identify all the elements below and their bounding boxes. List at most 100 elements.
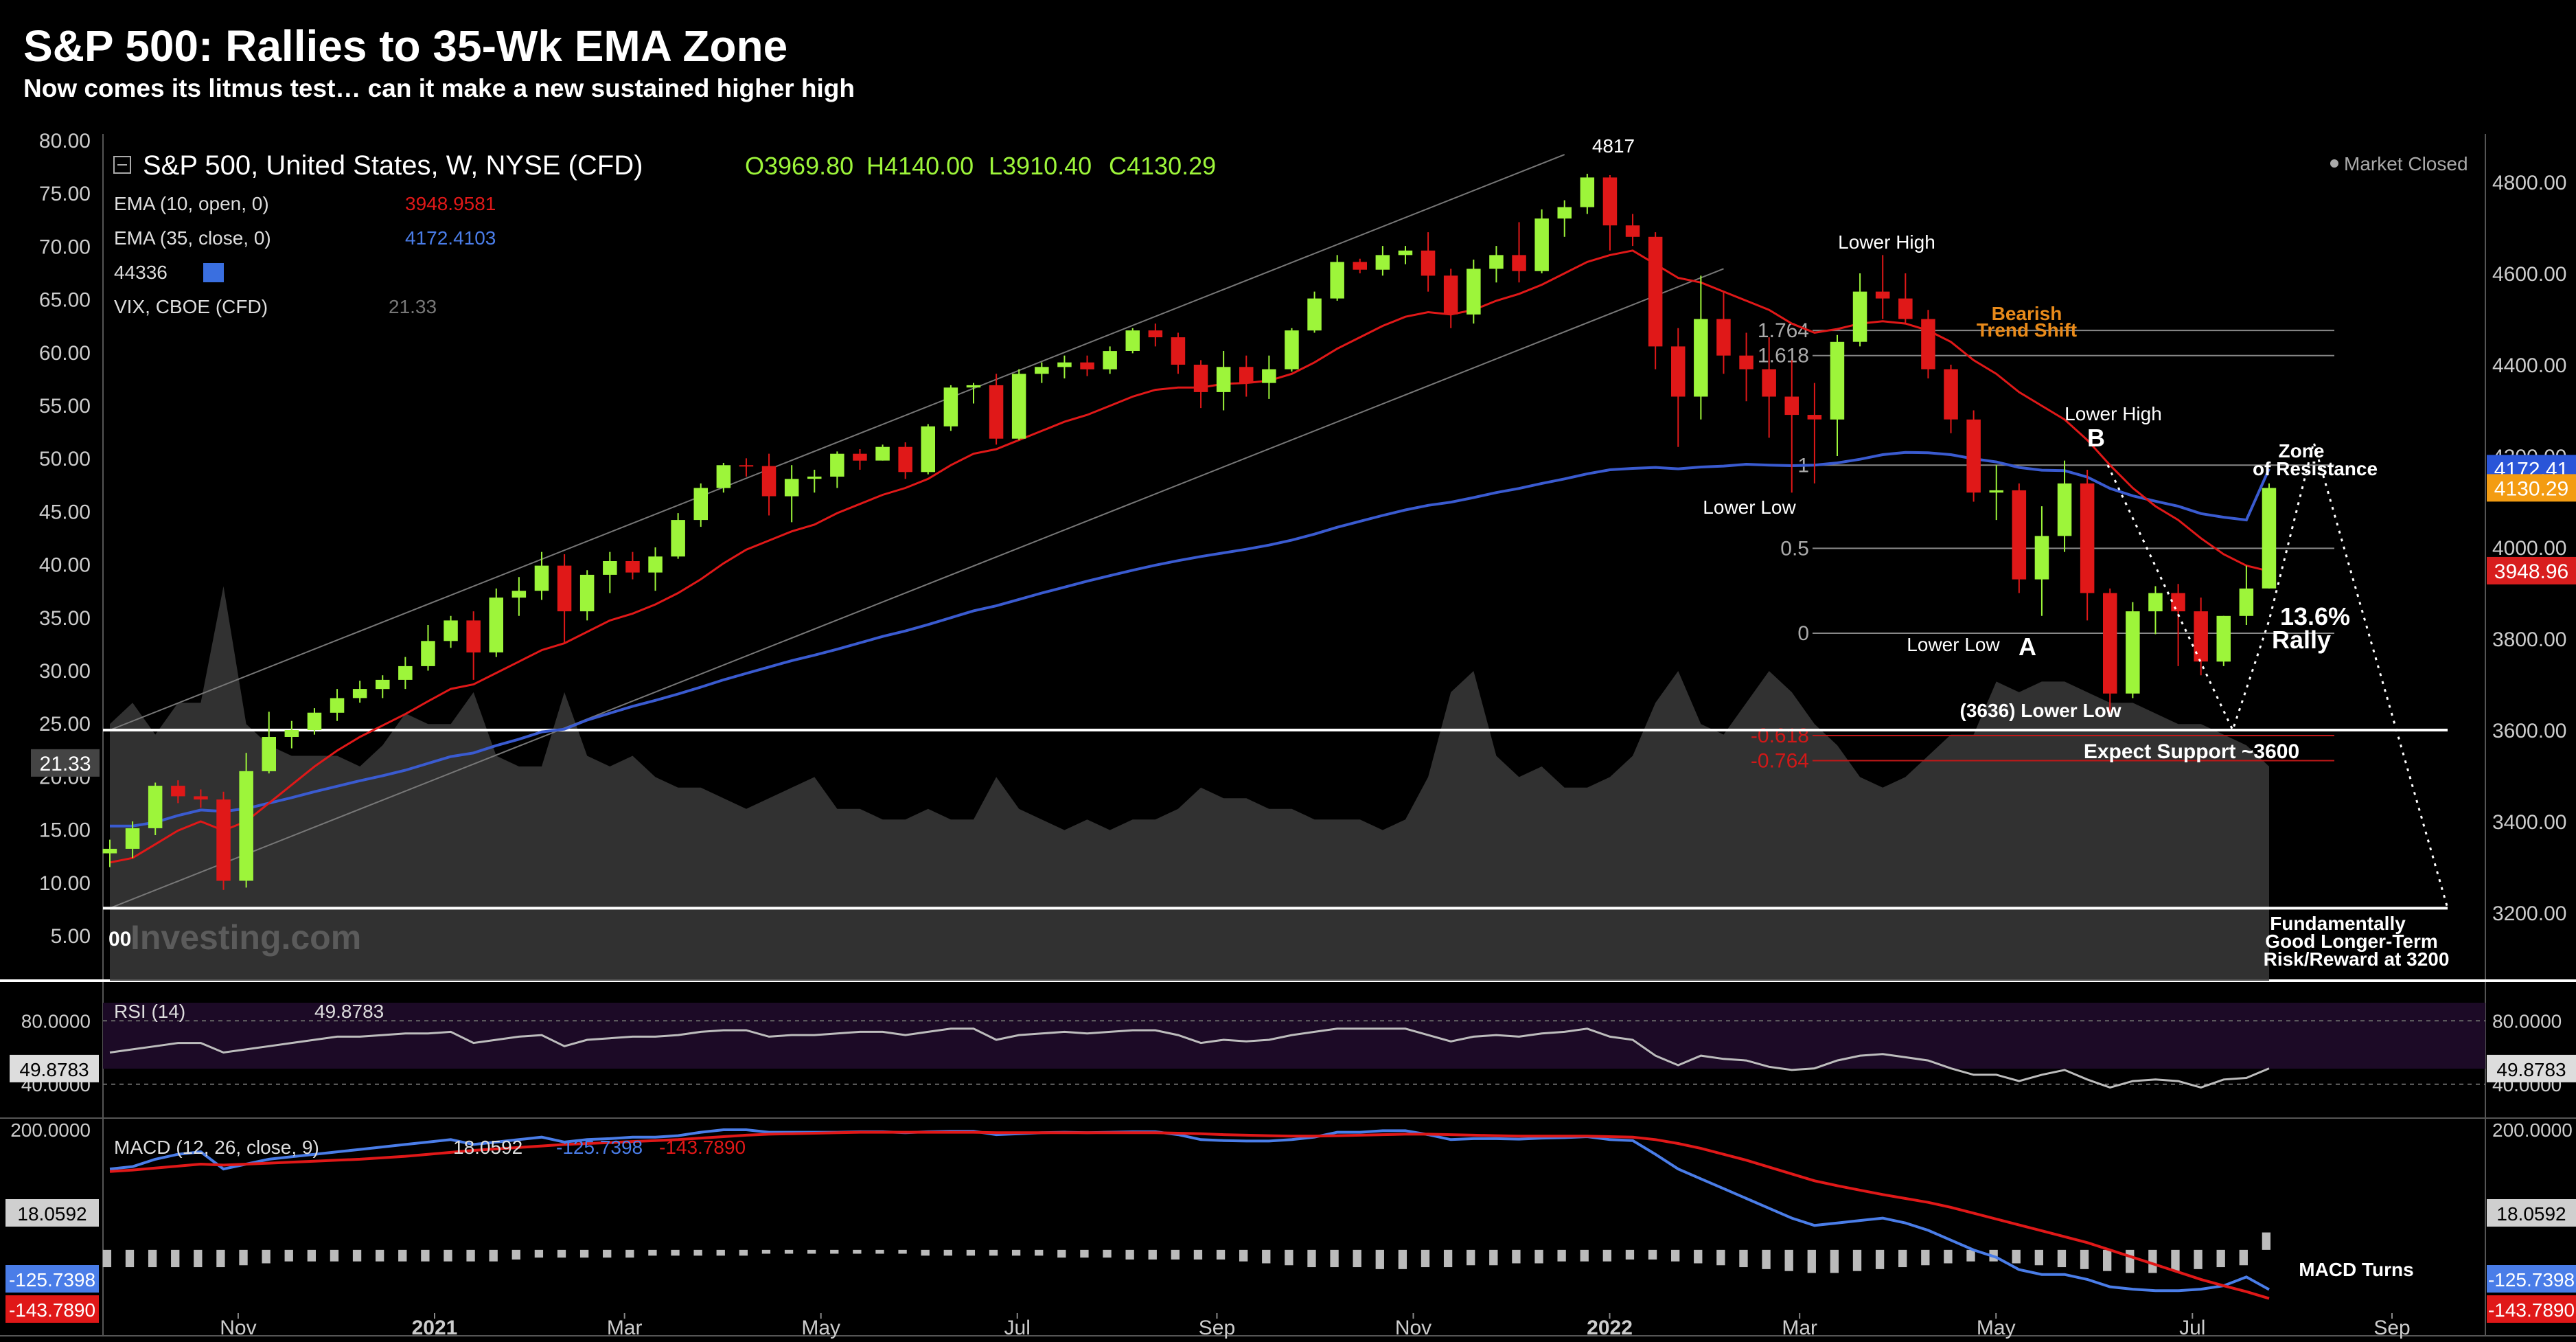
- y-right-tick: 4800.00: [2492, 172, 2566, 194]
- candle-body: [1534, 218, 1549, 271]
- candle-body: [330, 698, 345, 713]
- macd-histogram-bar: [125, 1249, 135, 1268]
- annotation-risk-reward: Risk/Reward at 3200: [2264, 948, 2450, 970]
- ema35-label[interactable]: EMA (35, close, 0): [114, 227, 271, 249]
- macd-histogram-bar: [1921, 1249, 1930, 1266]
- candle-body: [2216, 615, 2231, 662]
- candle-body: [830, 453, 844, 477]
- candle: [1989, 465, 2003, 521]
- candle-body: [489, 598, 503, 652]
- candle: [1807, 383, 1822, 484]
- candle: [1148, 323, 1163, 347]
- candle-body: [1875, 291, 1890, 299]
- vix-label[interactable]: VIX, CBOE (CFD): [114, 296, 268, 317]
- macd-histogram-bar: [489, 1249, 498, 1262]
- macd-histogram-bar: [557, 1249, 566, 1258]
- macd-histogram-bar: [1944, 1249, 1953, 1264]
- candle: [284, 720, 299, 749]
- macd-badge-left: [5, 1199, 99, 1227]
- macd-histogram-bar: [1580, 1249, 1589, 1262]
- macd-histogram-bar: [1875, 1249, 1885, 1269]
- candle-body: [2171, 593, 2185, 612]
- y-right-tick: 3800.00: [2492, 628, 2566, 651]
- macd-histogram-bar: [1467, 1249, 1475, 1266]
- macd-badge-right-label: -143.7890: [2488, 1299, 2575, 1321]
- candle: [2012, 483, 2027, 593]
- candle-body: [284, 730, 299, 737]
- macd-histogram-bar: [1421, 1249, 1430, 1268]
- candle: [2262, 483, 2277, 589]
- rsi-right-tick: 80.0000: [2492, 1010, 2562, 1032]
- candle: [1625, 214, 1640, 247]
- candle: [511, 577, 527, 616]
- annotation-4817: 4817: [1592, 135, 1635, 157]
- candle-body: [1443, 275, 1458, 315]
- ema-layer: [109, 249, 2270, 864]
- macd-badge-right-label: 18.0592: [2496, 1203, 2566, 1225]
- rsi-badge-left-label: 49.8783: [19, 1059, 89, 1080]
- macd-histogram-bar: [943, 1249, 952, 1256]
- y-left-tick: 35.00: [39, 607, 91, 630]
- macd-histogram-bar: [966, 1249, 976, 1256]
- ema10-label[interactable]: EMA (10, open, 0): [114, 193, 269, 214]
- macd-histogram-bar: [2126, 1249, 2135, 1273]
- macd-histogram-bar: [2148, 1249, 2157, 1273]
- macd-histogram-bar: [761, 1249, 771, 1254]
- vix-badge: [31, 749, 100, 777]
- fib-label: 1.764: [1758, 319, 1809, 342]
- macd-histogram-bar: [898, 1249, 907, 1254]
- annotation-good-longer-term: Good Longer-Term: [2265, 931, 2437, 952]
- y-right-tick: 3600.00: [2492, 720, 2566, 742]
- candle: [1944, 365, 1958, 433]
- candle: [262, 712, 276, 774]
- macd-histogram-bar: [2262, 1232, 2271, 1250]
- candle-body: [148, 786, 163, 828]
- candle-body: [1671, 346, 1686, 397]
- legend-symbol[interactable]: S&P 500, United States, W, NYSE (CFD): [143, 150, 643, 181]
- candle-body: [921, 426, 935, 473]
- macd-histogram-bar: [1625, 1249, 1635, 1260]
- macd-histogram-bar: [921, 1249, 930, 1256]
- collapse-icon[interactable]: [113, 156, 131, 174]
- macd-histogram-bar: [2034, 1249, 2043, 1266]
- y-left-tick: 45.00: [39, 501, 91, 523]
- candle-body: [898, 446, 912, 473]
- macd-histogram-bar: [1512, 1249, 1521, 1264]
- candle-body: [2148, 593, 2163, 612]
- candle-body: [603, 561, 617, 575]
- candle: [2216, 615, 2231, 666]
- fib-label: -0.764: [1751, 750, 1809, 773]
- candle: [625, 551, 640, 580]
- macd-histogram-bar: [2239, 1249, 2248, 1266]
- candle-body: [1375, 255, 1390, 270]
- x-tick: May: [801, 1317, 840, 1339]
- candle: [1353, 258, 1367, 273]
- candle: [1602, 175, 1618, 251]
- macd-histogram-bar: [1557, 1249, 1566, 1262]
- macd-histogram-bar: [1011, 1249, 1021, 1256]
- candle: [444, 615, 458, 648]
- macd-histogram-bar: [2216, 1249, 2225, 1268]
- candle: [1784, 360, 1799, 493]
- macd-histogram-bar: [1898, 1249, 1907, 1268]
- macd-histogram-bar: [1125, 1249, 1134, 1260]
- candle-body: [1035, 367, 1049, 374]
- settings-icon[interactable]: [203, 263, 224, 282]
- y-left-tick: 55.00: [39, 395, 91, 418]
- macd-histogram-bar: [1398, 1249, 1407, 1269]
- candle-body: [1148, 330, 1163, 338]
- x-tick: Nov: [1395, 1317, 1431, 1339]
- annotation-lower-low-1: Lower Low: [1703, 497, 1796, 518]
- candle-body: [1125, 330, 1140, 351]
- y-left-tick: 25.00: [39, 713, 91, 736]
- candle: [1966, 410, 1981, 502]
- macd-right-tick: 200.0000: [2492, 1119, 2573, 1141]
- y-left-tick: 65.00: [39, 289, 91, 312]
- x-tick: Sep: [1199, 1317, 1235, 1339]
- fib-label: 0.5: [1780, 537, 1809, 560]
- macd-histogram-bar: [148, 1249, 157, 1268]
- candle: [921, 424, 935, 475]
- macd-value: -143.7890: [659, 1137, 746, 1158]
- indicator-id-label[interactable]: 44336: [114, 262, 168, 283]
- macd-histogram-bar: [1307, 1249, 1316, 1268]
